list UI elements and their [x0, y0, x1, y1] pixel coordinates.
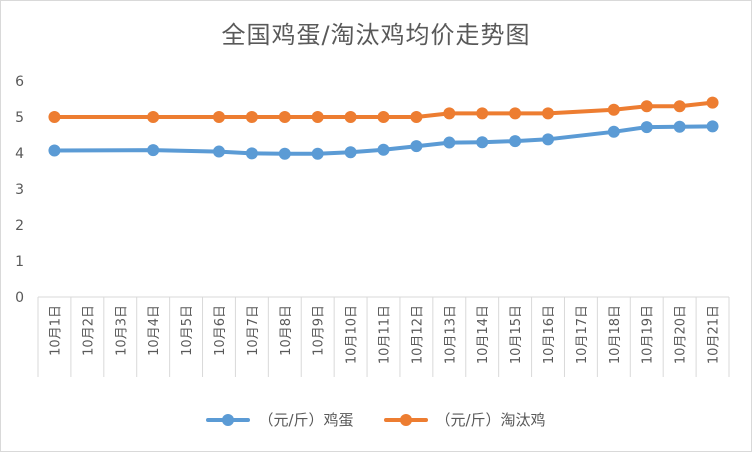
data-point: [344, 111, 357, 123]
data-point: [607, 103, 620, 116]
x-tick-label: 10月6日: [213, 305, 228, 356]
legend: （元/斤）鸡蛋 （元/斤）淘汰鸡: [1, 409, 751, 430]
legend-item-eggs[interactable]: （元/斤）鸡蛋: [206, 409, 354, 430]
data-point: [410, 140, 423, 153]
data-point: [278, 111, 291, 123]
data-point: [410, 111, 423, 123]
legend-swatch-eggs: [206, 413, 251, 427]
data-point: [443, 107, 456, 120]
y-tick-label: 0: [15, 290, 24, 306]
data-point: [48, 111, 61, 123]
y-tick-label: 4: [15, 146, 24, 162]
x-tick-label: 10月12日: [410, 305, 425, 364]
x-tick-label: 10月18日: [608, 305, 623, 364]
legend-label-eggs: （元/斤）鸡蛋: [258, 411, 354, 429]
y-tick-label: 1: [15, 254, 24, 270]
data-point: [377, 143, 390, 156]
data-point: [509, 135, 522, 148]
y-tick-label: 5: [15, 110, 24, 126]
legend-swatch-culled-hens: [383, 413, 428, 427]
data-point: [476, 136, 489, 149]
x-tick-label: 10月13日: [443, 305, 458, 364]
data-point: [706, 96, 719, 109]
x-tick-label: 10月1日: [48, 305, 63, 356]
x-tick-label: 10月5日: [180, 305, 195, 356]
data-point: [640, 100, 653, 113]
legend-label-culled-hens: （元/斤）淘汰鸡: [435, 411, 546, 429]
y-tick-label: 2: [15, 218, 24, 234]
x-tick-label: 10月19日: [641, 305, 656, 364]
x-tick-label: 10月11日: [378, 305, 393, 364]
data-point: [542, 133, 555, 146]
data-point: [344, 146, 357, 159]
data-point: [377, 111, 390, 123]
data-point: [673, 100, 686, 113]
data-point: [147, 111, 160, 123]
x-tick-label: 10月7日: [246, 305, 261, 356]
x-tick-label: 10月15日: [509, 305, 524, 364]
chart-title: 全国鸡蛋/淘汰鸡均价走势图: [221, 21, 531, 49]
data-point: [311, 147, 324, 160]
data-point: [245, 111, 258, 123]
data-point: [245, 147, 258, 160]
data-point: [476, 107, 489, 120]
x-tick-label: 10月2日: [81, 305, 96, 356]
data-point: [509, 107, 522, 120]
data-point: [673, 120, 686, 133]
x-tick-label: 10月10日: [345, 305, 360, 364]
x-tick-label: 10月3日: [114, 305, 129, 356]
data-point: [212, 145, 225, 158]
data-point: [311, 111, 324, 123]
data-point: [706, 120, 719, 133]
data-point: [640, 121, 653, 134]
y-tick-label: 3: [15, 182, 24, 198]
x-tick-label: 10月20日: [674, 305, 689, 364]
y-tick-label: 6: [15, 74, 24, 90]
data-point: [542, 107, 555, 120]
data-point: [278, 147, 291, 160]
data-point: [607, 125, 620, 138]
x-tick-label: 10月4日: [147, 305, 162, 356]
x-tick-label: 10月8日: [279, 305, 294, 356]
data-point: [147, 144, 160, 157]
x-tick-label: 10月14日: [476, 305, 491, 364]
x-tick-label: 10月21日: [707, 305, 722, 364]
x-tick-label: 10月9日: [312, 305, 327, 356]
x-tick-label: 10月16日: [542, 305, 557, 364]
data-point: [48, 144, 61, 157]
x-tick-label: 10月17日: [575, 305, 590, 364]
data-point: [443, 136, 456, 149]
legend-item-culled-hens[interactable]: （元/斤）淘汰鸡: [383, 409, 546, 430]
data-point: [212, 111, 225, 123]
